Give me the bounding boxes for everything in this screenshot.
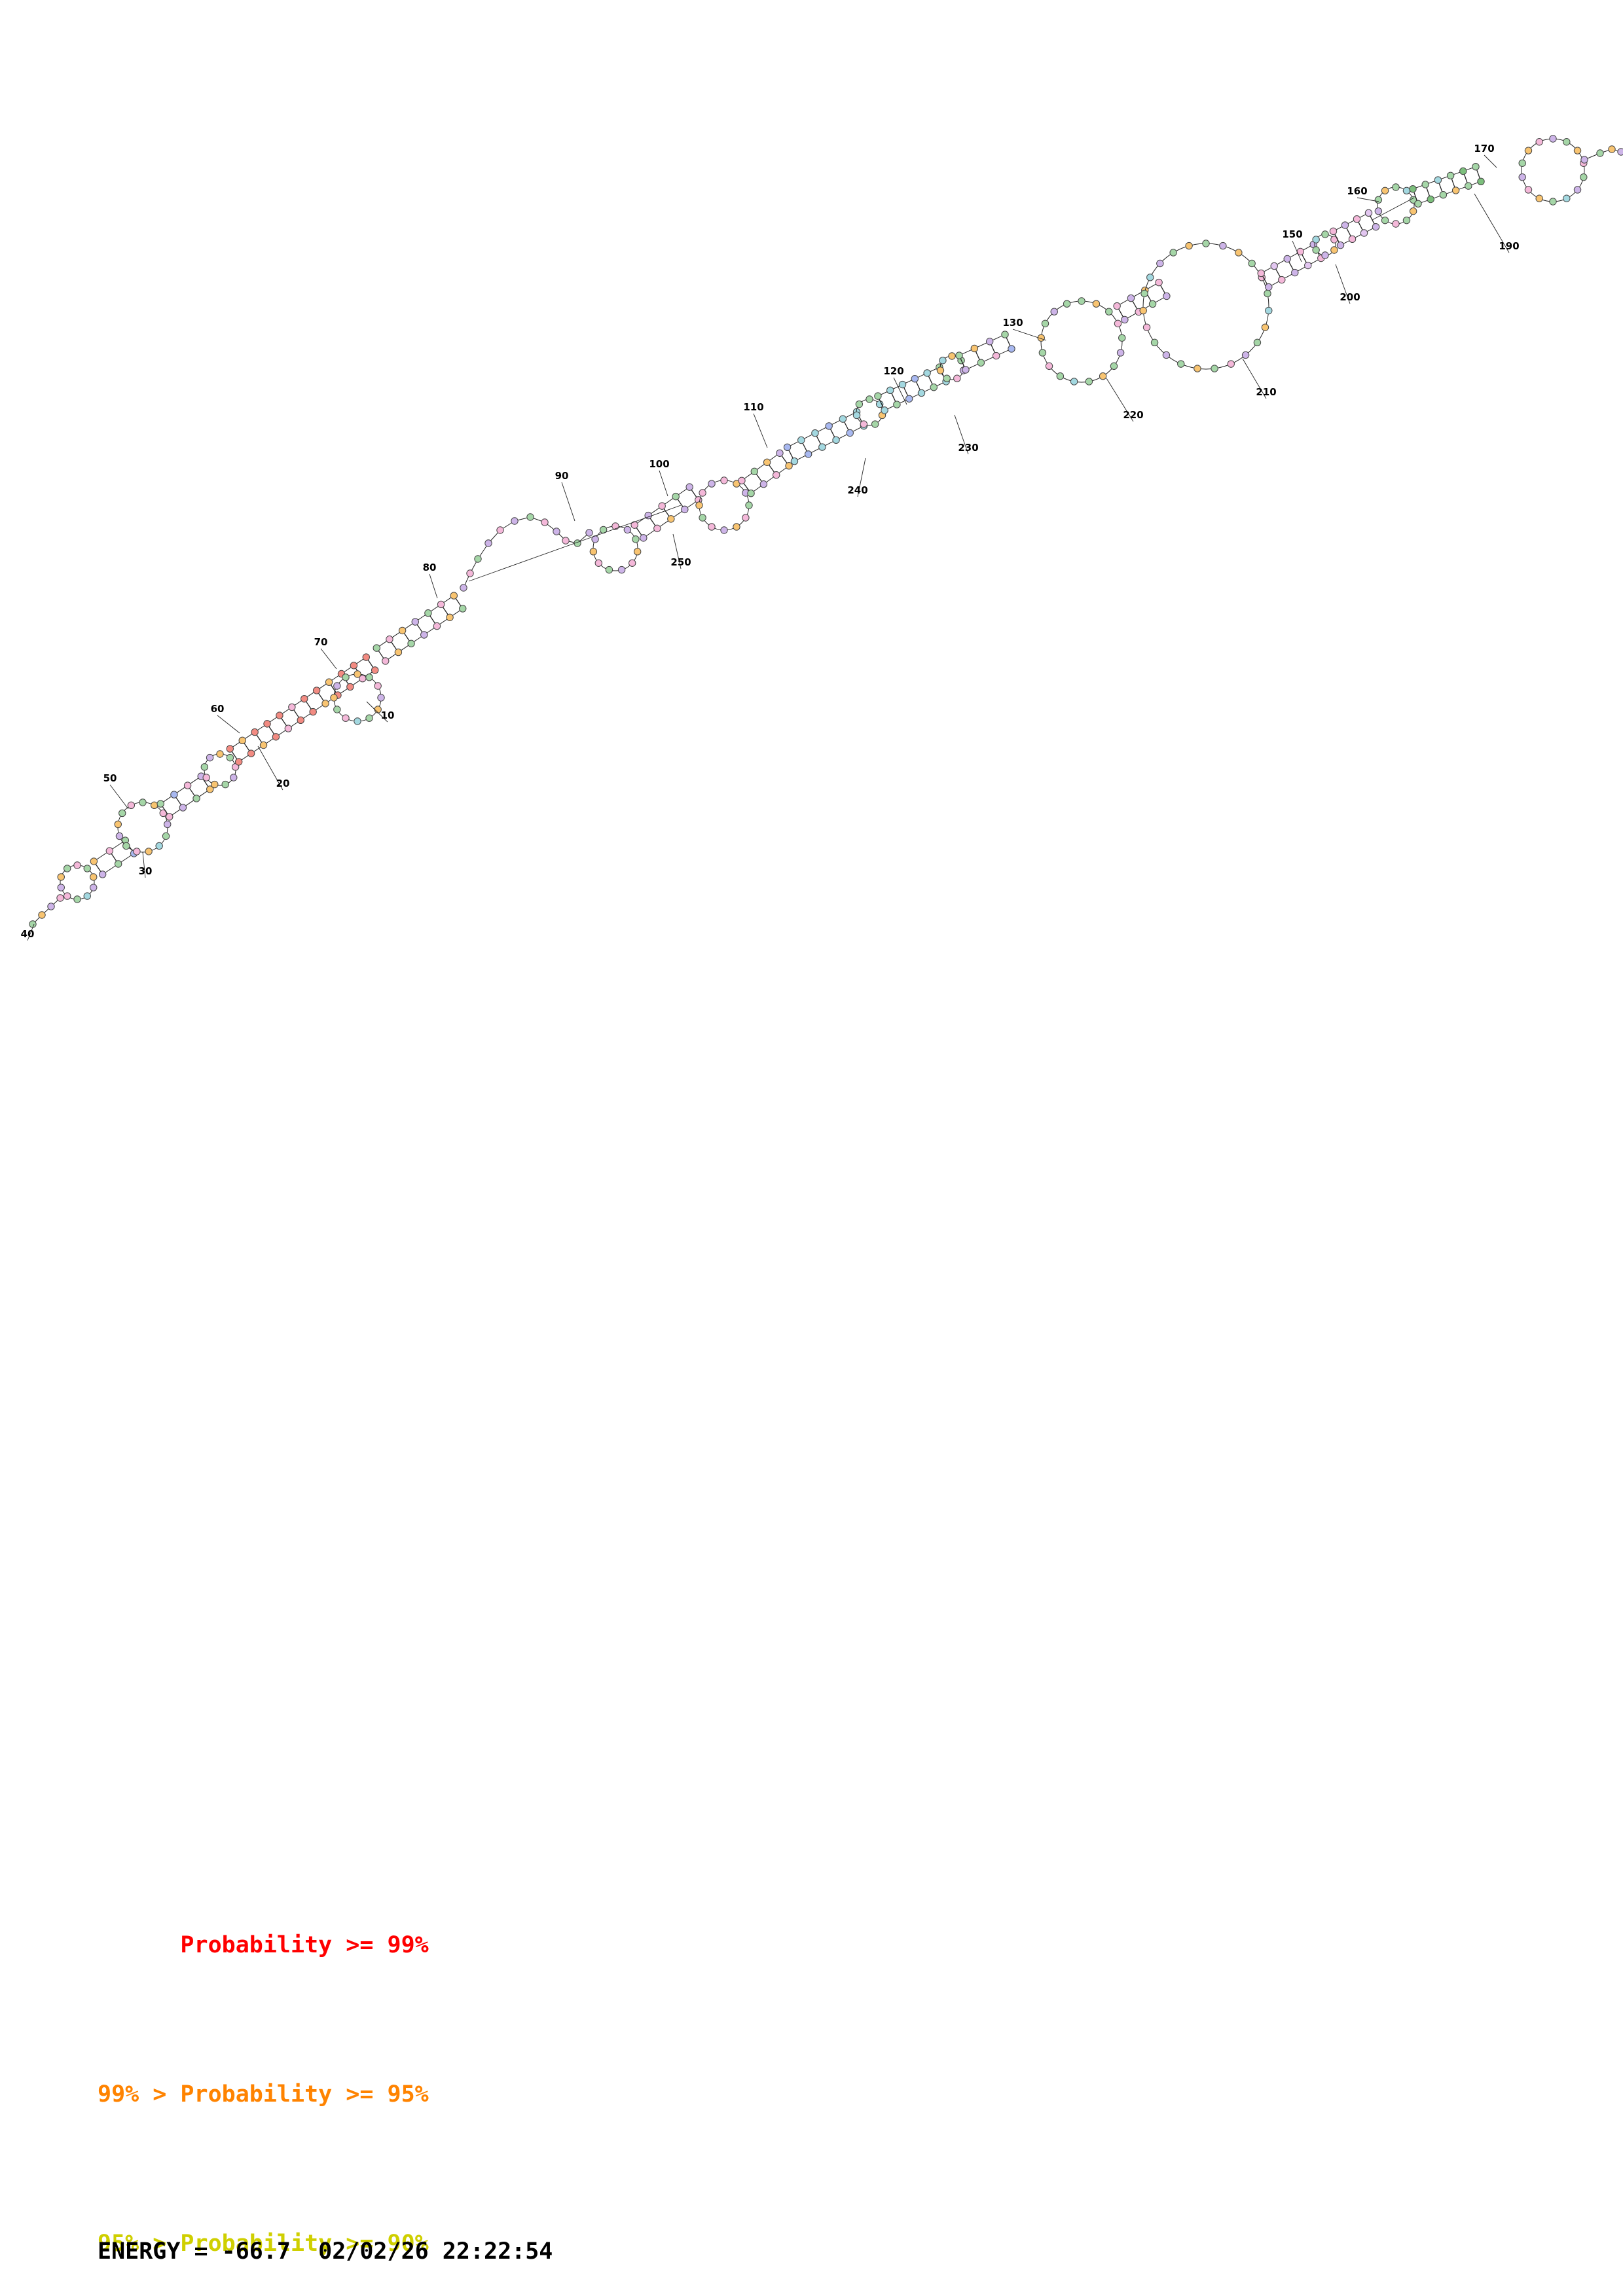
- position-label-70: 70: [314, 636, 328, 648]
- probability-legend: Probability >= 99% 99% > Probability >= …: [98, 1821, 429, 2296]
- position-label-210: 210: [1256, 386, 1276, 398]
- position-label-120: 120: [883, 365, 903, 377]
- position-label-80: 80: [423, 562, 437, 573]
- position-label-230: 230: [958, 442, 978, 454]
- position-label-240: 240: [847, 484, 867, 496]
- position-label-10: 10: [381, 709, 395, 721]
- position-label-30: 30: [139, 865, 153, 877]
- position-label-190: 190: [1499, 240, 1519, 252]
- legend-line-90: 95% > Probability >= 90%: [98, 2231, 429, 2257]
- position-label-40: 40: [21, 928, 35, 940]
- position-label-110: 110: [743, 401, 763, 413]
- position-label-100: 100: [649, 458, 669, 470]
- legend-line-99: Probability >= 99%: [98, 1932, 429, 1958]
- energy-line: ENERGY = -66.7 02/02/26 22:22:54: [98, 2238, 553, 2265]
- position-label-150: 150: [1282, 228, 1302, 240]
- position-label-250: 250: [670, 556, 691, 568]
- position-label-170: 170: [1474, 143, 1494, 154]
- position-label-90: 90: [555, 470, 569, 482]
- position-label-60: 60: [211, 703, 225, 715]
- position-label-200: 200: [1340, 291, 1360, 303]
- legend-line-95: 99% > Probability >= 95%: [98, 2081, 429, 2108]
- position-label-220: 220: [1123, 409, 1143, 421]
- position-label-130: 130: [1002, 317, 1023, 329]
- position-label-20: 20: [276, 778, 290, 789]
- position-label-50: 50: [103, 772, 117, 784]
- position-label-160: 160: [1347, 185, 1367, 197]
